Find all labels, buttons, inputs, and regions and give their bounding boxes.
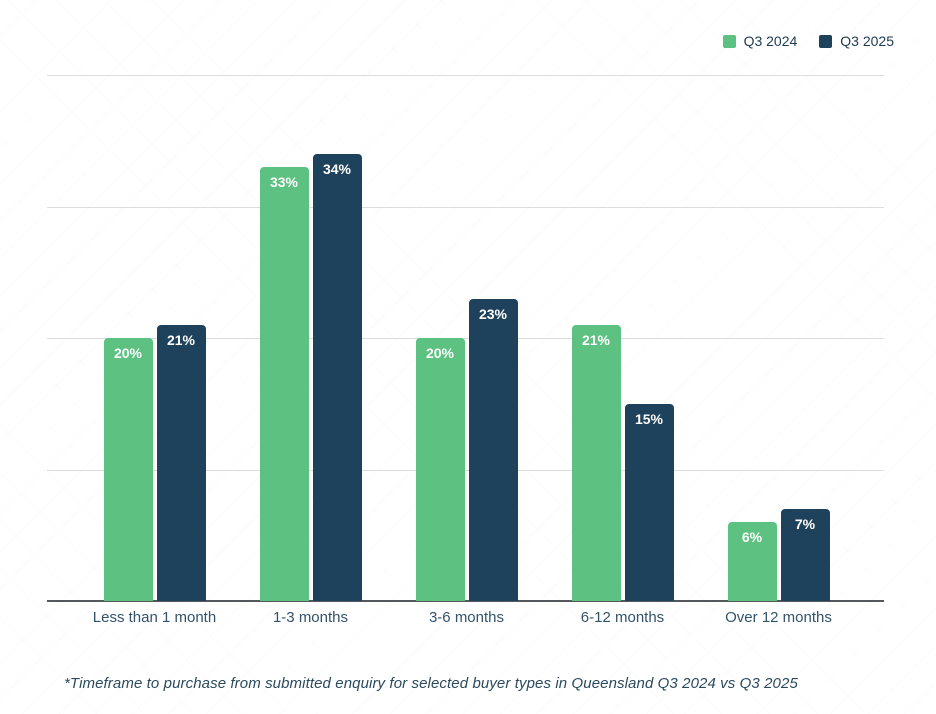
bar-value-label: 15% xyxy=(634,411,664,427)
bar-q3-2025-3: 15% xyxy=(624,404,674,601)
legend-label: Q3 2025 xyxy=(840,33,894,49)
bar-value-label: 21% xyxy=(166,332,196,348)
gridline-30 xyxy=(47,206,884,208)
legend-item-0: Q3 2024 xyxy=(722,33,798,49)
bar-q3-2024-3: 21% xyxy=(571,325,621,601)
legend-label: Q3 2024 xyxy=(743,33,798,49)
bar-value-label: 7% xyxy=(794,516,816,532)
bar-q3-2025-0: 21% xyxy=(156,325,206,601)
bar-q3-2024-0: 20% xyxy=(103,338,153,601)
bar-value-label: 21% xyxy=(581,332,611,348)
chart-caption: *Timeframe to purchase from submitted en… xyxy=(64,675,798,692)
x-axis-label-2: 3-6 months xyxy=(428,609,505,626)
legend-swatch-icon xyxy=(819,34,833,48)
legend-item-1: Q3 2025 xyxy=(819,33,894,49)
bar-q3-2025-4: 7% xyxy=(780,509,830,601)
bar-q3-2025-1: 34% xyxy=(312,154,362,601)
bar-q3-2024-1: 33% xyxy=(259,167,309,601)
gridline-20 xyxy=(47,338,884,339)
bar-value-label: 34% xyxy=(322,161,352,177)
x-axis-line xyxy=(47,600,884,602)
gridline-40 xyxy=(47,75,884,76)
bar-chart-plot-area: 20% 21% 33% 34% 20% 23% 21% 15% 6% 7% xyxy=(47,75,884,602)
legend-swatch-icon xyxy=(722,34,736,48)
chart-legend: Q3 2024 Q3 2025 xyxy=(722,33,894,49)
x-axis-label-1: 1-3 months xyxy=(272,609,349,626)
x-axis-label-0: Less than 1 month xyxy=(92,609,217,626)
bar-value-label: 33% xyxy=(269,174,299,190)
x-axis-labels: Less than 1 month 1-3 months 3-6 months 6-1… xyxy=(0,609,936,629)
x-axis-label-3: 6-12 months xyxy=(580,609,665,626)
bar-q3-2024-4: 6% xyxy=(727,522,777,601)
bar-q3-2024-2: 20% xyxy=(415,338,465,601)
gridline-10 xyxy=(47,469,884,471)
bar-value-label: 23% xyxy=(478,306,508,322)
bar-value-label: 20% xyxy=(113,345,143,361)
bar-value-label: 20% xyxy=(425,345,455,361)
bar-q3-2025-2: 23% xyxy=(468,299,518,601)
bar-value-label: 6% xyxy=(741,529,763,545)
x-axis-label-4: Over 12 months xyxy=(725,609,832,626)
